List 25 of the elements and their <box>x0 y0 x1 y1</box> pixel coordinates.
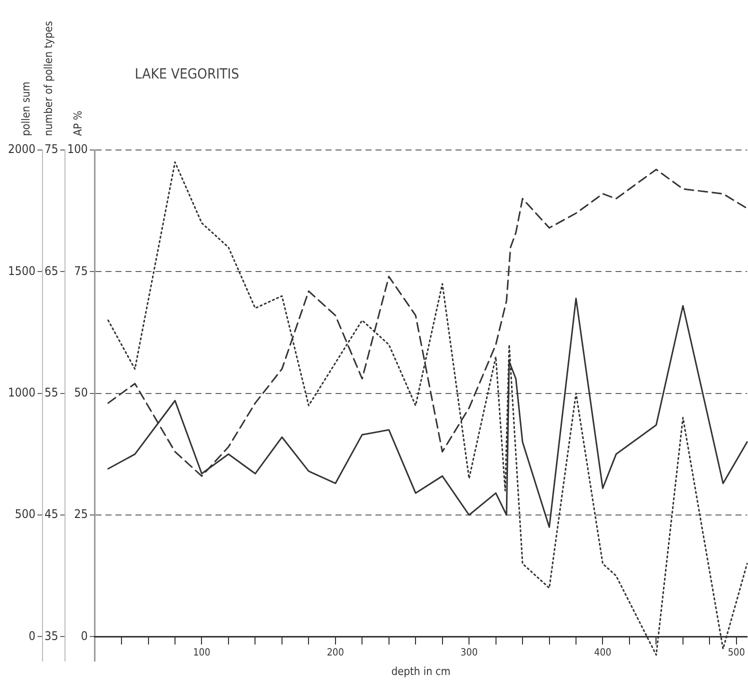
y3-tick-label: 1500 <box>8 264 36 278</box>
y-axis-title: AP % <box>72 110 85 136</box>
x-tick-label: 400 <box>594 647 612 658</box>
y-tick-label: 50 <box>74 385 88 400</box>
y2-tick-label: 55 <box>44 385 58 400</box>
y3-axis-title: pollen sum <box>19 82 32 136</box>
x-axis-title: depth in cm <box>391 665 451 678</box>
chart-title: LAKE VEGORITIS <box>134 66 240 83</box>
y-tick-label: 75 <box>74 264 88 278</box>
y3-tick-label: 500 <box>14 507 36 522</box>
x-tick-label: 100 <box>193 647 211 658</box>
x-tick-label: 200 <box>326 647 344 658</box>
y3-tick-label: 2000 <box>8 142 36 156</box>
y2-tick-label: 45 <box>44 507 58 522</box>
x-tick-label: 300 <box>460 647 478 658</box>
y2-tick-label: 75 <box>44 142 58 156</box>
x-tick-label: 500 <box>728 647 746 658</box>
y2-axis-title: number of pollen types <box>42 20 56 136</box>
y-tick-label: 100 <box>67 142 88 156</box>
y-tick-label: 0 <box>80 628 88 643</box>
y-tick-label: 25 <box>74 507 88 522</box>
y3-tick-label: 1000 <box>8 385 36 400</box>
y3-tick-label: 0 <box>28 628 36 643</box>
y2-tick-label: 65 <box>44 264 58 278</box>
y2-tick-label: 35 <box>44 628 58 643</box>
